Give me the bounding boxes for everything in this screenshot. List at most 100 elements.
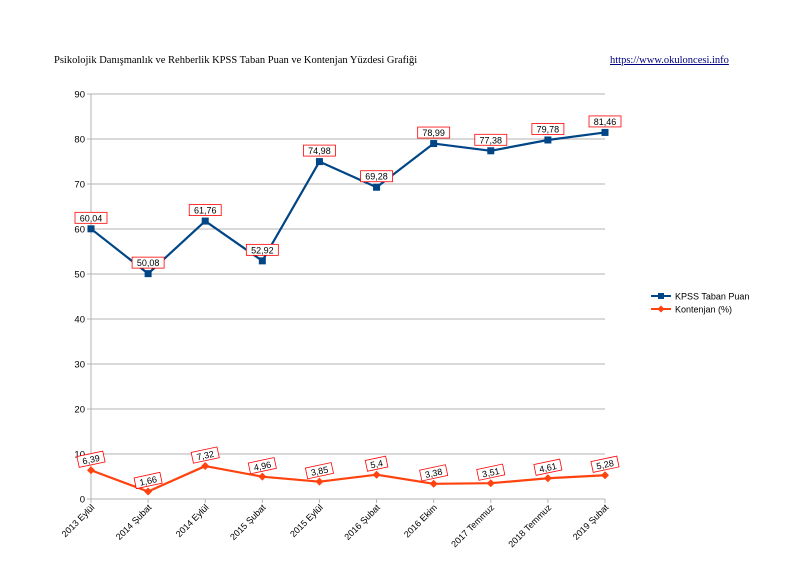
data-label-box <box>76 450 106 468</box>
data-label: 50,08 <box>137 258 160 268</box>
data-label-box <box>74 211 108 224</box>
y-tick-label: 20 <box>74 405 85 416</box>
data-label-box <box>476 463 506 481</box>
data-label-box <box>533 458 563 476</box>
data-point <box>373 183 381 191</box>
data-label: 4,96 <box>253 459 272 472</box>
x-tick-label: 2014 Şubat <box>114 502 154 542</box>
legend-marker <box>657 305 665 313</box>
legend-marker <box>658 293 664 299</box>
data-point <box>87 466 95 475</box>
data-point <box>87 225 95 233</box>
data-point <box>258 257 266 265</box>
x-tick-label: 2013 Eylül <box>60 502 97 539</box>
data-label-group: 69,28 <box>360 170 393 183</box>
data-point <box>430 140 438 148</box>
data-label-box <box>531 123 565 135</box>
data-label-group: 1,66 <box>133 471 163 490</box>
data-point <box>487 147 495 155</box>
data-point <box>486 479 495 488</box>
legend: KPSS Taban Puan Kontenjan (%) <box>651 292 749 315</box>
data-label-box <box>417 126 451 139</box>
y-tick-label: 80 <box>74 135 85 146</box>
data-label-box <box>245 243 279 256</box>
data-label: 7,32 <box>196 449 215 462</box>
data-point <box>372 470 381 479</box>
data-label: 74,98 <box>308 146 331 156</box>
data-label: 4,61 <box>538 461 557 474</box>
x-tick-label: 2019 Şubat <box>571 502 611 542</box>
data-label-group: 3,51 <box>476 463 506 481</box>
data-label-group: 78,99 <box>417 126 451 139</box>
data-label: 3,85 <box>310 464 329 477</box>
data-label: 3,38 <box>424 467 443 480</box>
data-point <box>543 474 552 483</box>
data-label-group: 74,98 <box>303 144 336 157</box>
data-label-box <box>419 464 449 482</box>
x-tick-label: 2017 Temmuz <box>449 502 496 549</box>
x-tick-label: 2015 Eylül <box>288 502 325 539</box>
data-label: 77,38 <box>480 135 503 145</box>
data-label: 52,92 <box>251 245 274 255</box>
y-tick-label: 90 <box>74 90 85 101</box>
data-label-group: 81,46 <box>588 115 622 128</box>
y-tick-label: 40 <box>74 315 85 326</box>
data-label: 79,78 <box>537 124 560 134</box>
data-label-group: 77,38 <box>474 133 508 146</box>
data-label: 1,66 <box>139 474 158 487</box>
data-label-box <box>188 204 222 216</box>
legend-label: KPSS Taban Puan <box>675 292 749 302</box>
source-link[interactable]: https://www.okuloncesi.info <box>610 55 729 66</box>
data-label: 60,04 <box>80 213 103 223</box>
data-label-box <box>133 471 163 490</box>
y-tick-label: 50 <box>74 270 85 281</box>
data-label-box <box>590 455 620 473</box>
data-label: 81,46 <box>594 117 617 127</box>
x-tick-label: 2016 Şubat <box>342 502 382 542</box>
data-label-group: 61,76 <box>188 204 222 216</box>
data-point <box>144 270 152 278</box>
y-tick-label: 10 <box>74 450 85 461</box>
data-label-box <box>474 133 508 146</box>
data-label: 5,4 <box>369 458 383 470</box>
page-title: Psikolojik Danışmanlık ve Rehberlik KPSS… <box>54 55 418 66</box>
series-kpss-taban-puan: 60,04 50,08 61,76 52,92 74,98 69,28 78,99 77,38… <box>74 115 622 278</box>
data-point <box>144 487 153 496</box>
data-point <box>258 472 267 481</box>
data-label-group: 3,38 <box>419 464 449 482</box>
data-label-box <box>360 170 393 183</box>
data-label-group: 3,85 <box>304 462 334 480</box>
data-label: 78,99 <box>422 128 445 138</box>
data-label-group: 4,96 <box>247 457 277 475</box>
data-label-group: 4,61 <box>533 458 563 476</box>
data-label-box <box>190 446 220 464</box>
x-tick-label: 2018 Temmuz <box>506 502 553 549</box>
data-label: 6,39 <box>81 453 100 466</box>
data-point <box>601 471 609 480</box>
data-label-group: 5,4 <box>364 455 389 472</box>
data-label-group: 60,04 <box>74 211 108 224</box>
y-tick-label: 0 <box>80 495 85 506</box>
data-label: 5,28 <box>595 458 614 471</box>
data-point <box>601 128 609 136</box>
data-label-group: 5,28 <box>590 455 620 473</box>
data-label-box <box>588 115 622 128</box>
legend-label: Kontenjan (%) <box>675 305 732 315</box>
data-label-group: 6,39 <box>76 450 106 468</box>
data-point <box>315 158 323 166</box>
data-label-box <box>303 144 336 157</box>
data-label-group: 79,78 <box>531 123 565 135</box>
series-kontenjan: 6,39 1,66 7,32 4,96 3,85 5,4 3,38 3,51 4,61 5,28 <box>76 446 620 496</box>
x-tick-label: 2016 Ekim <box>402 502 439 539</box>
x-tick-label: 2014 Eylül <box>174 502 211 539</box>
y-tick-label: 30 <box>74 360 85 371</box>
data-label-box <box>364 455 389 472</box>
data-point <box>429 479 438 488</box>
data-point <box>544 136 552 144</box>
series-line <box>90 131 606 275</box>
data-label-box <box>131 256 165 269</box>
y-tick-label: 60 <box>74 225 85 236</box>
data-label-group: 50,08 <box>131 256 165 269</box>
data-point <box>201 217 209 225</box>
